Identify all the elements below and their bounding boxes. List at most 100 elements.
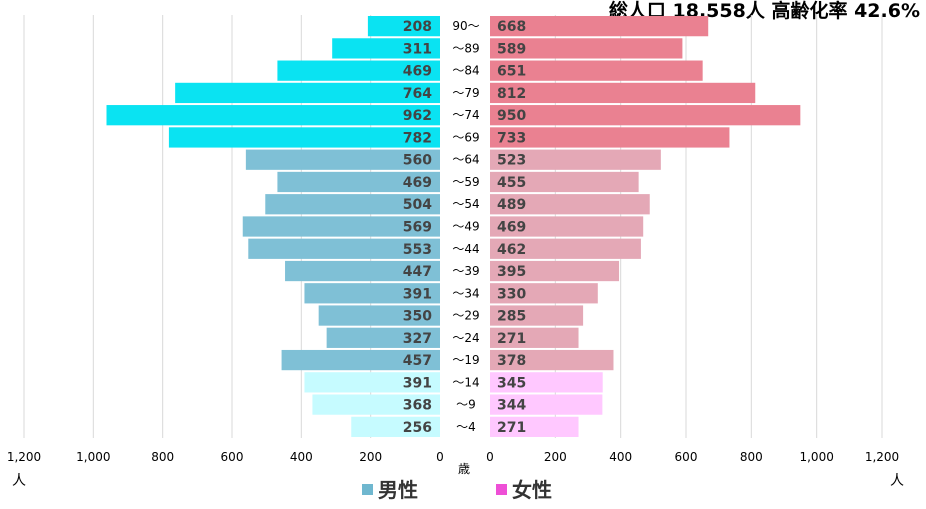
male-bar <box>106 105 441 126</box>
male-bar <box>281 349 440 371</box>
female-bar <box>490 60 703 81</box>
age-group-label: 〜89 <box>452 41 479 55</box>
male-value-label: 469 <box>403 64 432 80</box>
legend: 男性 女性 <box>362 478 552 502</box>
male-bar <box>242 216 440 237</box>
female-bar <box>490 416 579 437</box>
age-group-label: 〜49 <box>452 220 479 234</box>
male-bar <box>332 38 440 59</box>
male-bar <box>318 305 440 326</box>
male-value-label: 256 <box>403 420 432 436</box>
female-value-label: 378 <box>497 353 526 369</box>
female-bar <box>490 127 730 148</box>
age-group-label: 〜34 <box>452 286 479 300</box>
male-bar <box>265 194 440 215</box>
female-value-label: 395 <box>497 264 526 280</box>
legend-label: 女性 <box>512 478 552 502</box>
male-bar <box>285 260 440 282</box>
legend-label: 男性 <box>378 478 418 502</box>
age-unit-label: 歳 <box>458 462 470 476</box>
age-group-label: 〜9 <box>456 398 476 412</box>
age-group-label: 〜69 <box>452 130 479 144</box>
female-value-label: 330 <box>497 286 526 302</box>
male-value-label: 782 <box>403 130 432 146</box>
axis-ticks: 1,200 1,000 800 600 400 200 0 0 200 400 600 800 1,00… <box>7 450 899 464</box>
tick-label-left: 1,200 <box>7 450 41 464</box>
male-bar <box>367 16 440 37</box>
male-value-label: 208 <box>403 19 432 35</box>
tick-label-left: 0 <box>436 450 444 464</box>
female-value-label: 489 <box>497 197 526 213</box>
female-bar <box>490 82 756 104</box>
age-group-label: 90〜 <box>452 19 479 33</box>
tick-label-left: 200 <box>359 450 382 464</box>
age-group-label: 〜29 <box>452 309 479 323</box>
age-group-label: 〜4 <box>456 420 476 434</box>
male-bar <box>351 416 440 437</box>
female-bar <box>490 260 620 282</box>
age-group-label: 〜84 <box>452 64 479 78</box>
male-bar <box>248 238 440 259</box>
female-value-label: 950 <box>497 108 526 124</box>
female-value-label: 271 <box>497 331 526 347</box>
male-bar <box>175 82 440 104</box>
male-value-label: 311 <box>403 41 432 57</box>
age-group-label: 〜59 <box>452 175 479 189</box>
female-bar <box>490 283 598 304</box>
value-labels: 208 668 311 589 469 651 764 812 962 950 782 733 560 5… <box>403 19 527 436</box>
female-value-label: 345 <box>497 375 526 391</box>
tick-label-right: 0 <box>486 450 494 464</box>
female-bar <box>490 372 603 393</box>
female-bar <box>490 327 579 348</box>
male-bar <box>304 283 440 304</box>
age-group-label: 〜64 <box>452 153 479 167</box>
female-bar <box>490 216 644 237</box>
bars <box>106 16 801 437</box>
female-bar <box>490 394 603 415</box>
age-group-label: 〜79 <box>452 86 479 100</box>
age-group-label: 〜44 <box>452 242 479 256</box>
female-value-label: 523 <box>497 153 526 169</box>
tick-label-left: 400 <box>290 450 313 464</box>
female-value-label: 455 <box>497 175 526 191</box>
male-value-label: 553 <box>403 242 432 258</box>
age-group-label: 〜14 <box>452 375 479 389</box>
unit-label-right: 人 <box>890 473 904 489</box>
female-bar <box>490 16 709 37</box>
male-bar <box>277 60 440 81</box>
female-bar <box>490 105 801 126</box>
male-value-label: 504 <box>403 197 432 213</box>
unit-label-left: 人 <box>12 473 26 489</box>
tick-label-right: 1,200 <box>865 450 899 464</box>
female-value-label: 285 <box>497 309 526 325</box>
male-value-label: 569 <box>403 220 432 236</box>
age-labels: 90〜〜89 〜84 〜79 〜74 〜69 〜64 〜59 〜54 〜49 〜44 〜39 〜34 〜… <box>452 19 479 434</box>
tick-label-right: 800 <box>740 450 763 464</box>
female-value-label: 651 <box>497 64 526 80</box>
male-value-label: 391 <box>403 286 432 302</box>
female-value-label: 462 <box>497 242 526 258</box>
female-value-label: 812 <box>497 86 526 102</box>
female-value-label: 668 <box>497 19 526 35</box>
age-group-label: 〜54 <box>452 197 479 211</box>
tick-label-left: 600 <box>221 450 244 464</box>
male-value-label: 457 <box>403 353 432 369</box>
male-value-label: 560 <box>403 153 432 169</box>
age-group-label: 〜39 <box>452 264 479 278</box>
age-group-label: 〜19 <box>452 353 479 367</box>
female-value-label: 344 <box>497 398 526 414</box>
male-value-label: 350 <box>403 309 432 325</box>
female-bar <box>490 305 584 326</box>
tick-label-right: 1,000 <box>799 450 833 464</box>
male-value-label: 447 <box>403 264 432 280</box>
male-value-label: 469 <box>403 175 432 191</box>
female-value-label: 733 <box>497 130 526 146</box>
tick-label-left: 1,000 <box>76 450 110 464</box>
male-value-label: 391 <box>403 375 432 391</box>
female-value-label: 469 <box>497 220 526 236</box>
female-bar <box>490 238 641 259</box>
male-bar <box>304 372 440 393</box>
male-bar <box>168 127 440 148</box>
tick-label-left: 800 <box>151 450 174 464</box>
